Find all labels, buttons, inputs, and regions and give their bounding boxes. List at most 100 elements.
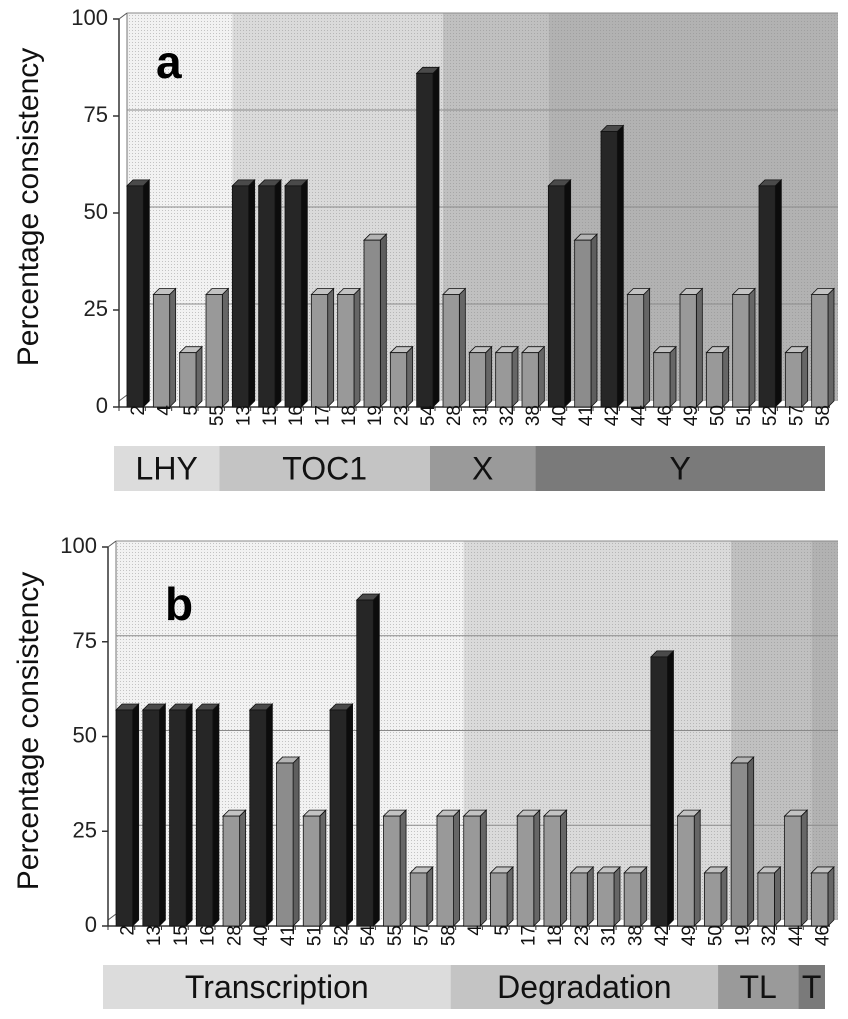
bar-side bbox=[667, 649, 674, 927]
bar bbox=[677, 815, 695, 927]
y-tick-label: 25 bbox=[73, 817, 97, 842]
x-tick-label: 58 bbox=[813, 405, 834, 426]
bar-side bbox=[379, 233, 387, 408]
y-tick-label: 100 bbox=[71, 5, 108, 30]
bar-side bbox=[485, 345, 493, 408]
x-tick-label: 54 bbox=[418, 405, 439, 427]
x-tick-label: 50 bbox=[706, 925, 727, 946]
x-tick-label: 42 bbox=[652, 925, 673, 946]
bar-side bbox=[693, 809, 701, 927]
group-label: TL bbox=[739, 969, 776, 1005]
bar-side bbox=[616, 124, 624, 408]
bar bbox=[126, 185, 144, 408]
bar bbox=[732, 294, 750, 408]
bar-side bbox=[432, 66, 440, 408]
bar bbox=[152, 294, 171, 408]
bar-side bbox=[564, 178, 572, 408]
bar bbox=[468, 352, 487, 408]
x-tick-label: 16 bbox=[286, 405, 307, 426]
bar bbox=[784, 815, 802, 927]
bar-side bbox=[774, 865, 781, 927]
bar-side bbox=[221, 287, 229, 408]
bar-side bbox=[327, 287, 335, 408]
bar bbox=[222, 815, 241, 927]
bar-side bbox=[195, 345, 203, 408]
bar-side bbox=[827, 287, 835, 408]
x-tick-label: 38 bbox=[625, 925, 646, 946]
bar-side bbox=[274, 178, 282, 408]
bar-side bbox=[747, 756, 755, 927]
group-label: Transcription bbox=[185, 969, 369, 1005]
bar bbox=[416, 72, 434, 408]
bar-side bbox=[399, 809, 407, 927]
bar-side bbox=[185, 703, 193, 927]
x-tick-label: 49 bbox=[681, 405, 702, 426]
group-label: T bbox=[802, 969, 822, 1005]
x-tick-label: 32 bbox=[759, 925, 780, 946]
group-band-y bbox=[535, 446, 825, 491]
y-tick-label: 0 bbox=[85, 912, 97, 937]
x-tick-label: 42 bbox=[602, 405, 623, 426]
bar bbox=[653, 352, 671, 408]
x-tick-label: 38 bbox=[523, 405, 544, 426]
x-tick-label: 28 bbox=[444, 405, 465, 426]
y-axis-title: Percentage consistency bbox=[12, 48, 45, 367]
bar bbox=[597, 872, 615, 927]
bar bbox=[600, 131, 618, 408]
y-tick-label: 50 bbox=[84, 199, 108, 224]
bar-side bbox=[159, 703, 166, 927]
group-label: X bbox=[472, 451, 493, 487]
bar bbox=[811, 294, 829, 408]
bar-side bbox=[248, 178, 256, 408]
group-label: Y bbox=[669, 451, 690, 487]
bar bbox=[363, 239, 381, 408]
bar bbox=[310, 294, 329, 408]
bar bbox=[284, 185, 302, 408]
group-band-toc1 bbox=[219, 446, 430, 491]
bar-side bbox=[239, 809, 247, 927]
bar-side bbox=[748, 287, 756, 408]
bar-side bbox=[720, 865, 728, 927]
top-edge bbox=[107, 540, 117, 548]
bar bbox=[757, 872, 775, 927]
bar bbox=[258, 185, 276, 408]
group-band-transcription bbox=[103, 965, 451, 1009]
x-tick-label: 18 bbox=[339, 405, 360, 426]
group-band-t bbox=[798, 965, 825, 1009]
bar bbox=[356, 599, 374, 927]
bar-side bbox=[142, 178, 150, 408]
bar bbox=[758, 185, 776, 408]
x-tick-label: 4 bbox=[465, 925, 486, 936]
x-tick-label: 19 bbox=[732, 925, 753, 946]
bar-side bbox=[511, 345, 519, 408]
x-tick-label: 15 bbox=[260, 405, 281, 426]
x-tick-label: 57 bbox=[787, 405, 808, 426]
x-tick-label: 40 bbox=[550, 405, 571, 426]
group-label: Degradation bbox=[497, 969, 671, 1005]
bar-side bbox=[292, 756, 300, 927]
x-tick-label: 51 bbox=[305, 925, 326, 946]
x-tick-label: 23 bbox=[392, 405, 413, 426]
x-tick-label: 41 bbox=[576, 405, 597, 426]
x-tick-label: 55 bbox=[207, 405, 228, 426]
y-tick-label: 0 bbox=[96, 393, 108, 418]
chart-panel-b: 0 25 50 75 100 Percentage consistency b 2 13 15 16… bbox=[12, 533, 838, 1009]
x-tick-label: 44 bbox=[786, 925, 807, 947]
bar bbox=[329, 709, 347, 927]
bar-side bbox=[613, 865, 621, 927]
y-tick-label: 50 bbox=[73, 723, 97, 748]
x-tick-label: 51 bbox=[734, 405, 755, 426]
bar bbox=[730, 762, 749, 927]
bar bbox=[543, 815, 561, 927]
bar bbox=[337, 294, 355, 408]
y-tick-label: 100 bbox=[60, 533, 97, 558]
bar-side bbox=[669, 345, 677, 408]
bar-side bbox=[319, 809, 327, 927]
x-tick-label: 46 bbox=[813, 925, 834, 946]
x-tick-label: 13 bbox=[144, 925, 165, 946]
x-tick-label: 5 bbox=[181, 405, 202, 416]
group-band-x bbox=[430, 446, 536, 491]
